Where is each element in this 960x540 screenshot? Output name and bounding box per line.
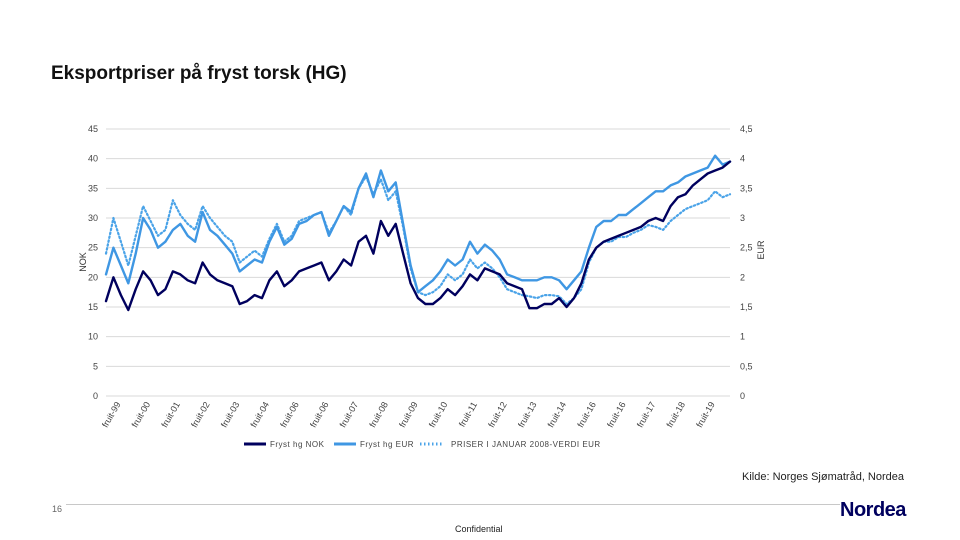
y2-tick-label: 1,5 [740, 302, 753, 312]
x-tick-label: fruit-19 [694, 400, 717, 429]
legend-label: PRISER I JANUAR 2008-VERDI EUR [451, 440, 601, 449]
left-axis-label: NOK [78, 252, 88, 272]
y2-tick-label: 1 [740, 332, 745, 342]
x-tick-label: fruit-16 [605, 400, 628, 429]
x-tick-label: fruit-14 [546, 400, 569, 429]
y-tick-label: 35 [88, 183, 98, 193]
y2-tick-label: 2,5 [740, 243, 753, 253]
x-tick-label: fruit-10 [427, 400, 450, 429]
x-tick-label: fruit-02 [189, 400, 212, 429]
y2-tick-label: 0 [740, 391, 745, 401]
legend-label: Fryst hg NOK [270, 440, 325, 449]
y2-tick-label: 4,5 [740, 124, 753, 134]
y-tick-label: 10 [88, 332, 98, 342]
legend: Fryst hg NOK Fryst hg EUR PRISER I JANUAR … [244, 440, 601, 449]
y-tick-label: 15 [88, 302, 98, 312]
x-tick-label: fruit-12 [486, 400, 509, 429]
series-lines [104, 154, 732, 312]
x-tick-label: fruit-99 [100, 400, 123, 429]
x-tick-label: fruit-11 [457, 400, 479, 429]
y-tick-label: 45 [88, 124, 98, 134]
x-tick-label: fruit-04 [248, 400, 271, 429]
y-tick-label: 25 [88, 243, 98, 253]
x-tick-label: fruit-01 [159, 400, 182, 429]
confidential-label: Confidential [455, 524, 503, 534]
y-tick-label: 5 [93, 361, 98, 371]
y2-tick-label: 3 [740, 213, 745, 223]
y-tick-label: 30 [88, 213, 98, 223]
series-line [104, 154, 732, 294]
footer-divider [66, 504, 840, 505]
x-tick-label: fruit-00 [130, 400, 153, 429]
gridlines [106, 128, 730, 397]
y2-tick-label: 2 [740, 272, 745, 282]
left-axis-ticks: 0 5 10 15 20 25 30 35 40 45 [88, 124, 98, 401]
slide-number: 16 [52, 504, 63, 514]
y2-tick-label: 0,5 [740, 361, 753, 371]
y-tick-label: 20 [88, 272, 98, 282]
series-line [104, 160, 732, 312]
right-axis-label: EUR [756, 240, 766, 260]
x-tick-label: fruit-03 [219, 400, 242, 429]
x-tick-label: fruit-17 [635, 400, 658, 429]
x-tick-label: fruit-06 [278, 400, 301, 429]
legend-label: Fryst hg EUR [360, 440, 414, 449]
x-tick-label: fruit-06 [308, 400, 331, 429]
x-tick-label: fruit-18 [664, 400, 687, 429]
x-axis-ticks: fruit-99 fruit-00 fruit-01 fruit-02 fruit-03… [100, 400, 717, 429]
y-tick-label: 0 [93, 391, 98, 401]
y-tick-label: 40 [88, 154, 98, 164]
y2-tick-label: 4 [740, 154, 745, 164]
x-tick-label: fruit-16 [575, 400, 598, 429]
x-tick-label: fruit-13 [516, 400, 539, 429]
x-tick-label: fruit-07 [338, 400, 361, 429]
nordea-logo: Nordea [840, 499, 906, 521]
source-note: Kilde: Norges Sjømatråd, Nordea [742, 471, 905, 483]
right-axis-ticks: 0 0,5 1 1,5 2 2,5 3 3,5 4 4,5 [740, 124, 753, 401]
y2-tick-label: 3,5 [740, 183, 753, 193]
series-line [104, 175, 732, 306]
x-tick-label: fruit-08 [367, 400, 390, 429]
x-tick-label: fruit-09 [397, 400, 420, 429]
chart-title: Eksportpriser på fryst torsk (HG) [51, 63, 347, 84]
